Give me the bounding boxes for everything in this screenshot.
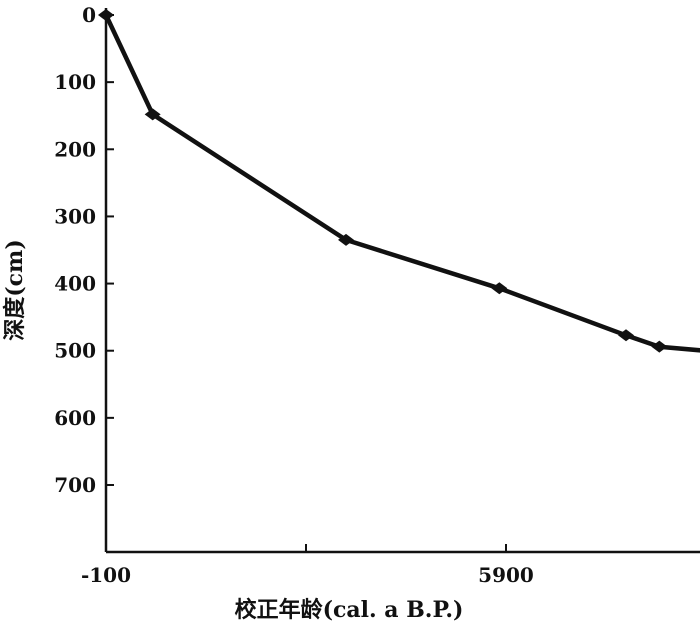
y-tick-label: 500 xyxy=(54,339,96,363)
data-point-marker xyxy=(144,108,161,121)
y-tick-label: 300 xyxy=(54,204,96,228)
data-point-marker xyxy=(98,9,114,21)
y-tick-label: 400 xyxy=(54,272,96,296)
x-tick-label: 5900 xyxy=(478,563,534,587)
data-point-marker xyxy=(618,329,634,342)
series-line xyxy=(103,12,700,353)
axes xyxy=(104,8,700,554)
data-point-marker xyxy=(651,340,668,353)
data-point-marker xyxy=(491,282,508,295)
data-point-marker xyxy=(338,233,354,246)
ticks: 0100200300400500600700-10059001190017900… xyxy=(54,3,534,587)
y-tick-label: 200 xyxy=(54,137,96,161)
x-axis-title: 校正年龄(cal. a B.P.) xyxy=(235,597,464,623)
y-tick-label: 700 xyxy=(54,473,96,497)
y-axis-title: 深度(cm) xyxy=(2,239,28,341)
y-tick-label: 0 xyxy=(82,3,96,27)
y-tick-label: 100 xyxy=(54,70,96,94)
x-tick-label: -100 xyxy=(81,563,131,587)
series xyxy=(98,9,700,353)
y-tick-label: 600 xyxy=(54,406,96,430)
